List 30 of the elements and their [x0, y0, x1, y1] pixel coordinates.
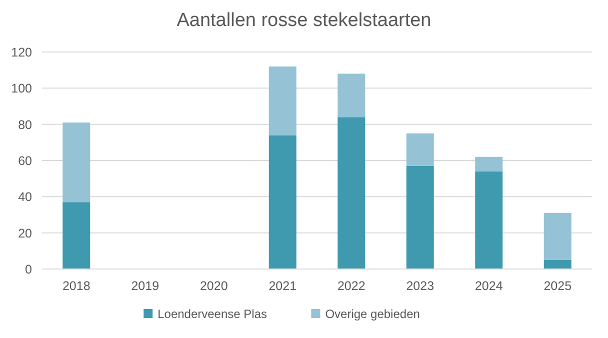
- bar: [338, 117, 366, 269]
- legend-label: Overige gebieden: [325, 307, 420, 321]
- bar: [268, 66, 296, 136]
- bar: [62, 202, 90, 269]
- x-tick-label: 2020: [200, 279, 228, 293]
- bar: [338, 74, 366, 118]
- x-tick-label: 2018: [62, 279, 90, 293]
- y-tick-label: 0: [25, 262, 32, 276]
- legend-label: Loenderveense Plas: [158, 307, 268, 321]
- y-tick-label: 80: [18, 118, 32, 132]
- y-tick-label: 120: [11, 46, 32, 60]
- bar: [406, 166, 434, 269]
- y-tick-label: 20: [18, 226, 32, 240]
- y-tick-label: 40: [18, 190, 32, 204]
- bar: [268, 135, 296, 269]
- y-tick-label: 100: [11, 82, 32, 96]
- x-tick-label: 2019: [131, 279, 160, 293]
- bar: [475, 156, 503, 172]
- x-tick-label: 2023: [406, 279, 434, 293]
- bar: [475, 171, 503, 269]
- x-tick-label: 2021: [268, 279, 297, 293]
- y-tick-label: 60: [18, 154, 32, 168]
- bar: [544, 260, 572, 269]
- x-tick-label: 2022: [337, 279, 366, 293]
- bar: [406, 133, 434, 166]
- x-tick-label: 2025: [544, 279, 572, 293]
- bar: [544, 212, 572, 260]
- chart-title: Aantallen rosse stekelstaarten: [176, 10, 432, 31]
- x-tick-label: 2024: [474, 279, 503, 293]
- bar: [62, 122, 90, 202]
